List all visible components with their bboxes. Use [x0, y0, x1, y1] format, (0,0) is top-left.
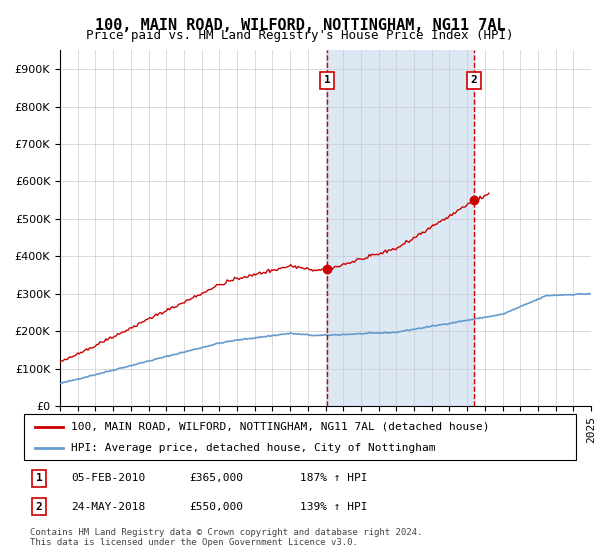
Text: HPI: Average price, detached house, City of Nottingham: HPI: Average price, detached house, City… [71, 443, 436, 453]
Bar [327, 50, 474, 406]
Text: 1: 1 [324, 76, 331, 85]
Text: 100, MAIN ROAD, WILFORD, NOTTINGHAM, NG11 7AL (detached house): 100, MAIN ROAD, WILFORD, NOTTINGHAM, NG1… [71, 422, 490, 432]
Text: 1: 1 [35, 473, 42, 483]
Text: 24-MAY-2018: 24-MAY-2018 [71, 502, 145, 512]
Text: £550,000: £550,000 [190, 502, 244, 512]
Text: 2: 2 [470, 76, 477, 85]
Text: 139% ↑ HPI: 139% ↑ HPI [300, 502, 367, 512]
Text: 100, MAIN ROAD, WILFORD, NOTTINGHAM, NG11 7AL: 100, MAIN ROAD, WILFORD, NOTTINGHAM, NG1… [95, 18, 505, 33]
Text: 05-FEB-2010: 05-FEB-2010 [71, 473, 145, 483]
Text: Price paid vs. HM Land Registry's House Price Index (HPI): Price paid vs. HM Land Registry's House … [86, 29, 514, 42]
Text: 2: 2 [35, 502, 42, 512]
Text: Contains HM Land Registry data © Crown copyright and database right 2024.
This d: Contains HM Land Registry data © Crown c… [30, 528, 422, 547]
Text: £365,000: £365,000 [190, 473, 244, 483]
Text: 187% ↑ HPI: 187% ↑ HPI [300, 473, 367, 483]
